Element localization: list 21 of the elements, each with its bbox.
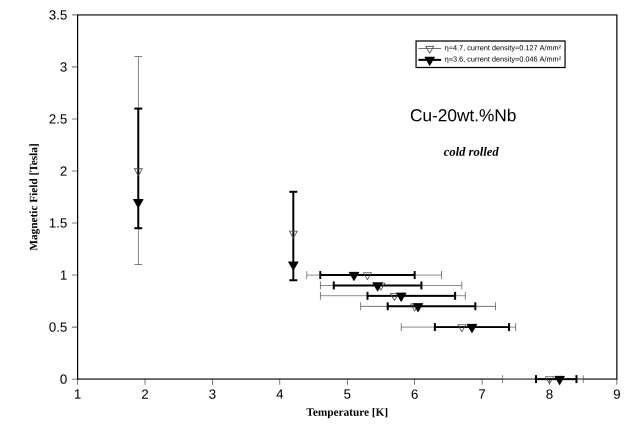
x-tick-label: 5	[344, 390, 350, 399]
x-tick-label: 1	[74, 390, 81, 399]
annotation: Cu-20wt.%Nb	[410, 108, 516, 122]
x-tick-label: 7	[479, 390, 486, 399]
y-tick-label: 0	[60, 374, 67, 384]
x-axis-title: Temperature [K]	[306, 408, 388, 418]
y-tick-label: 2.5	[49, 114, 67, 124]
y-tick-label: 3.5	[49, 10, 67, 20]
y-tick-label: 3	[60, 62, 67, 72]
y-tick-label: 1.5	[50, 218, 67, 228]
x-tick-label: 4	[276, 390, 284, 399]
y-tick-label: 2	[60, 166, 67, 176]
x-tick-label: 3	[209, 390, 216, 399]
x-tick-label: 6	[412, 390, 418, 399]
y-tick-label: 1	[60, 270, 67, 280]
x-tick-label: 9	[614, 390, 620, 399]
y-axis-title: Magnetic Field [Tesla]	[29, 144, 40, 251]
y-tick-label: 0.5	[49, 322, 67, 332]
x-tick-label: 2	[142, 390, 148, 399]
annotation: cold rolled	[444, 147, 499, 156]
x-tick-label: 8	[546, 390, 553, 399]
